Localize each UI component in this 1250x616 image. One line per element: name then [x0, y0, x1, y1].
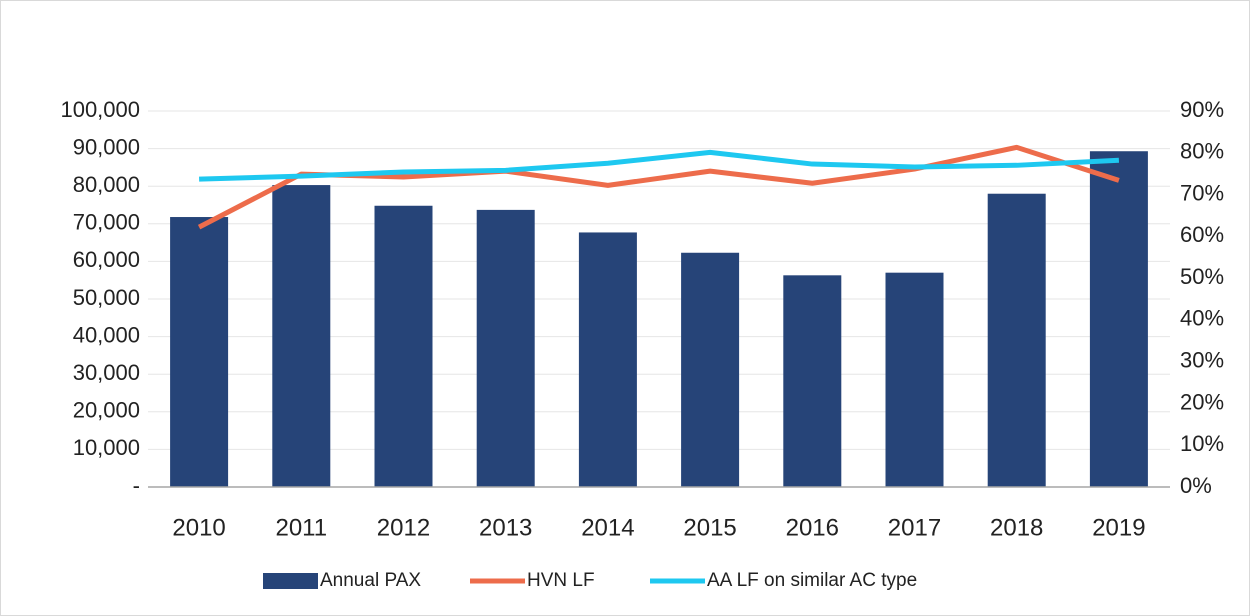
- legend-label: HVN LF: [527, 570, 595, 591]
- y-tick-label: 60,000: [73, 247, 140, 272]
- y2-tick-label: 70%: [1180, 180, 1224, 205]
- y2-tick-label: 0%: [1180, 473, 1212, 498]
- x-tick-label: 2019: [1092, 514, 1145, 541]
- y2-tick-label: 30%: [1180, 347, 1224, 372]
- y2-tick-label: 90%: [1180, 97, 1224, 122]
- x-tick-label: 2013: [479, 514, 532, 541]
- bar: [374, 205, 433, 487]
- bar: [170, 217, 229, 488]
- legend-swatch: [263, 573, 318, 589]
- bar: [885, 272, 944, 487]
- y2-tick-label: 60%: [1180, 222, 1224, 247]
- bar: [1089, 151, 1148, 487]
- bar: [578, 232, 637, 487]
- y-tick-label: 40,000: [73, 322, 140, 347]
- y2-tick-label: 50%: [1180, 264, 1224, 289]
- legend-label: AA LF on similar AC type: [707, 570, 917, 591]
- y-tick-label: 10,000: [73, 435, 140, 460]
- x-tick-label: 2016: [786, 514, 839, 541]
- y2-tick-label: 40%: [1180, 306, 1224, 331]
- x-tick-label: 2010: [172, 514, 225, 541]
- x-tick-label: 2017: [888, 514, 941, 541]
- y-tick-label: 20,000: [73, 398, 140, 423]
- y-tick-label: -: [133, 473, 140, 498]
- x-tick-label: 2015: [683, 514, 736, 541]
- y-tick-label: 80,000: [73, 172, 140, 197]
- bar: [987, 193, 1046, 487]
- line-series: [199, 149, 1120, 182]
- y2-tick-label: 10%: [1180, 431, 1224, 456]
- x-tick-label: 2018: [990, 514, 1043, 541]
- bar: [681, 252, 740, 487]
- bar: [476, 209, 535, 487]
- bar: [272, 185, 331, 487]
- y-tick-label: 30,000: [73, 360, 140, 385]
- x-tick-label: 2012: [377, 514, 430, 541]
- y-tick-label: 50,000: [73, 285, 140, 310]
- x-tick-label: 2011: [275, 514, 327, 541]
- y-tick-label: 70,000: [73, 210, 140, 235]
- y-tick-label: 90,000: [73, 134, 140, 159]
- y2-tick-label: 80%: [1180, 139, 1224, 164]
- y-tick-label: 100,000: [60, 97, 140, 122]
- y2-tick-label: 20%: [1180, 389, 1224, 414]
- x-tick-label: 2014: [581, 514, 634, 541]
- legend-label: Annual PAX: [320, 570, 421, 591]
- bar: [783, 275, 842, 487]
